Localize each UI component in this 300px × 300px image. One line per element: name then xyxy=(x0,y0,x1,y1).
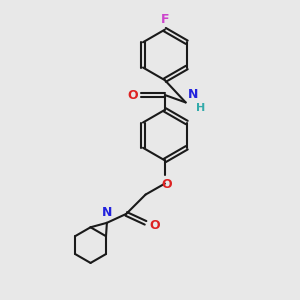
Text: O: O xyxy=(149,219,160,232)
Text: F: F xyxy=(160,13,169,26)
Text: N: N xyxy=(188,88,198,101)
Text: O: O xyxy=(161,178,172,190)
Text: N: N xyxy=(102,206,112,219)
Text: H: H xyxy=(196,103,205,113)
Text: O: O xyxy=(127,88,137,101)
